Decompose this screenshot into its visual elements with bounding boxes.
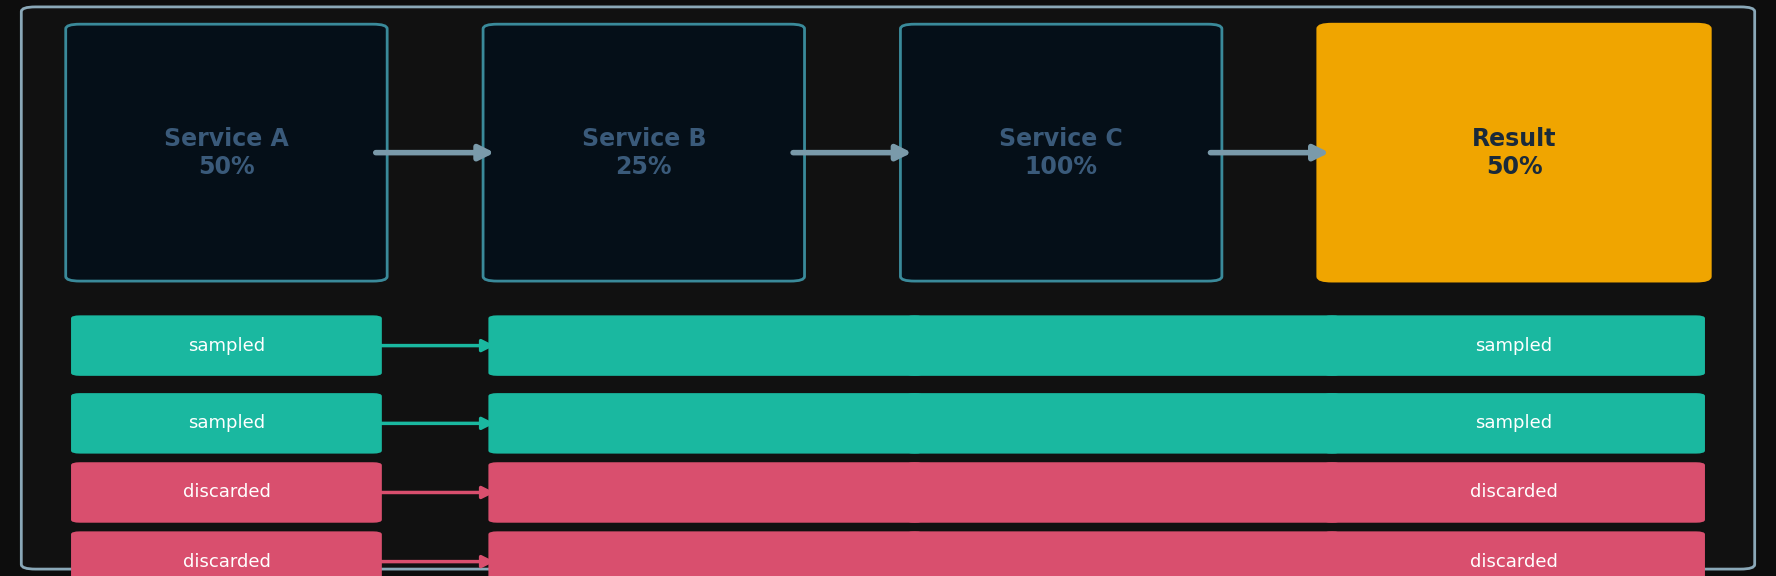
FancyBboxPatch shape	[488, 393, 924, 454]
FancyBboxPatch shape	[1323, 316, 1705, 376]
FancyBboxPatch shape	[906, 531, 1341, 576]
Text: sampled: sampled	[1476, 414, 1552, 433]
FancyBboxPatch shape	[906, 316, 1341, 376]
Text: sampled: sampled	[1476, 336, 1552, 355]
FancyBboxPatch shape	[66, 24, 387, 281]
FancyBboxPatch shape	[1323, 393, 1705, 454]
Text: discarded: discarded	[1471, 483, 1558, 502]
FancyBboxPatch shape	[71, 462, 382, 523]
Text: sampled: sampled	[188, 414, 265, 433]
FancyBboxPatch shape	[488, 531, 924, 576]
FancyBboxPatch shape	[1318, 24, 1710, 281]
FancyBboxPatch shape	[488, 316, 924, 376]
Text: sampled: sampled	[188, 336, 265, 355]
Text: Service C
100%: Service C 100%	[1000, 127, 1122, 179]
FancyBboxPatch shape	[900, 24, 1222, 281]
Text: Service A
50%: Service A 50%	[163, 127, 289, 179]
FancyBboxPatch shape	[71, 531, 382, 576]
FancyBboxPatch shape	[71, 393, 382, 454]
Text: discarded: discarded	[183, 483, 270, 502]
FancyBboxPatch shape	[906, 393, 1341, 454]
FancyBboxPatch shape	[71, 316, 382, 376]
Text: Result
50%: Result 50%	[1472, 127, 1556, 179]
FancyBboxPatch shape	[21, 7, 1755, 569]
FancyBboxPatch shape	[1323, 531, 1705, 576]
FancyBboxPatch shape	[906, 462, 1341, 523]
FancyBboxPatch shape	[483, 24, 805, 281]
Text: discarded: discarded	[183, 552, 270, 571]
FancyBboxPatch shape	[1323, 462, 1705, 523]
FancyBboxPatch shape	[488, 462, 924, 523]
Text: Service B
25%: Service B 25%	[581, 127, 707, 179]
Text: discarded: discarded	[1471, 552, 1558, 571]
